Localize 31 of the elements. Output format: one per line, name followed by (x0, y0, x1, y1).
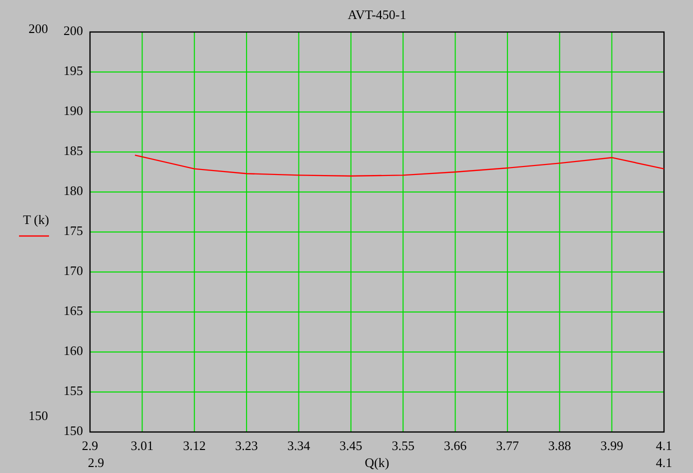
x-tick-label: 3.99 (600, 438, 624, 453)
y-tick-label: 180 (64, 182, 83, 198)
x-tick-label: 3.88 (548, 438, 572, 453)
text: T (k) (22, 212, 50, 227)
y-tick-label: 160 (64, 342, 83, 358)
y-tick-label: 165 (64, 302, 83, 318)
text: 4.1 (656, 455, 672, 470)
y-tick-label: 200 (64, 22, 83, 38)
text: 150 (28, 408, 48, 423)
x-tick-label: 3.12 (182, 438, 206, 453)
text: 200 (28, 21, 48, 36)
y-tick-label: 155 (64, 382, 83, 398)
x-tick-label: 3.45 (340, 438, 362, 453)
y-tick-label: 170 (64, 262, 83, 278)
x-tick-label: 3.23 (235, 438, 258, 453)
x-tick-label: 4.1 (656, 438, 672, 453)
y-tick-label: 190 (64, 102, 83, 118)
y-tick-label: 195 (64, 62, 83, 78)
text: 2.9 (88, 455, 104, 470)
x-axis-title: Q(k) (364, 455, 390, 470)
x-tick-label: 3.01 (130, 438, 154, 453)
y-tick-label: 175 (64, 222, 83, 238)
x-tick-label: 3.66 (444, 438, 468, 453)
x-tick-label: 3.77 (496, 438, 520, 453)
y-tick-label: 185 (64, 142, 83, 158)
line-series (134, 154, 665, 177)
x-tick-label: 3.55 (392, 438, 414, 453)
x-tick-label: 2.9 (82, 438, 98, 453)
chart-title: AVT-450-1 (348, 7, 406, 22)
y-tick-label: 150 (64, 422, 83, 438)
x-tick-label: 3.34 (287, 438, 311, 453)
